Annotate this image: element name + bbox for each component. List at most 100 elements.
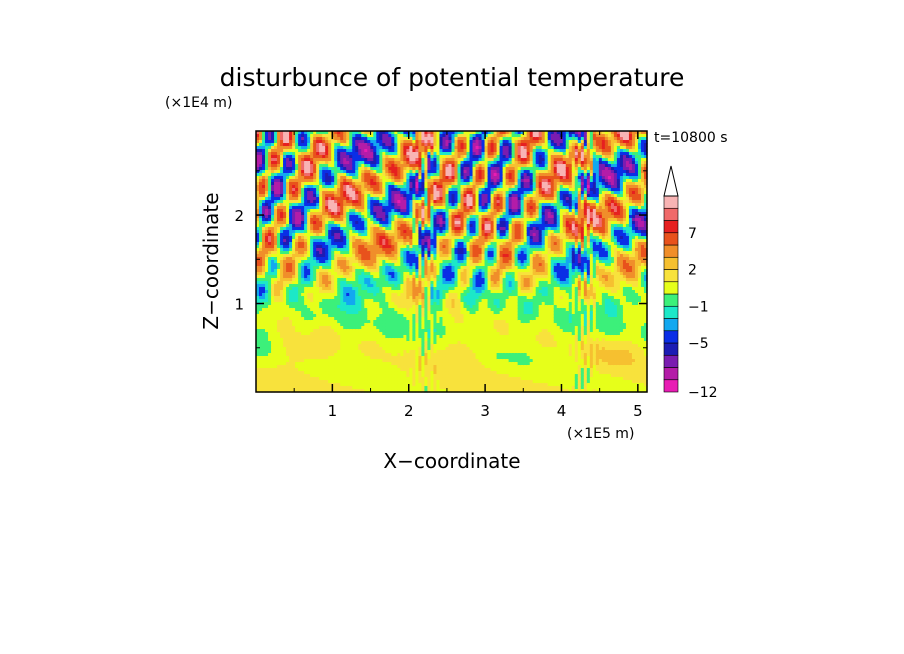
heatmap-cell bbox=[400, 314, 404, 318]
heatmap-cell bbox=[313, 272, 317, 276]
heatmap-cell bbox=[322, 224, 326, 228]
heatmap-cell bbox=[343, 257, 347, 261]
heatmap-cell bbox=[274, 182, 278, 186]
heatmap-cell bbox=[370, 335, 374, 339]
heatmap-cell bbox=[379, 260, 383, 264]
heatmap-cell bbox=[415, 188, 420, 192]
heatmap-cell bbox=[415, 293, 420, 297]
heatmap-cell bbox=[295, 155, 299, 159]
heatmap-cell bbox=[280, 332, 284, 336]
heatmap-cell bbox=[307, 362, 311, 366]
heatmap-cell bbox=[385, 155, 389, 159]
heatmap-cell bbox=[409, 182, 413, 186]
heatmap-cell bbox=[388, 140, 392, 144]
heatmap-cell bbox=[265, 296, 269, 300]
heatmap-cell bbox=[352, 323, 356, 327]
heatmap-cell bbox=[325, 368, 329, 372]
heatmap-cell bbox=[289, 242, 293, 246]
heatmap-cell bbox=[271, 227, 275, 231]
heatmap-cell bbox=[403, 155, 407, 159]
heatmap-cell bbox=[403, 140, 407, 144]
heatmap-cell bbox=[322, 332, 326, 336]
heatmap-cell bbox=[337, 347, 341, 351]
heatmap-cell bbox=[415, 377, 420, 381]
heatmap-cell bbox=[376, 284, 380, 288]
heatmap-cell bbox=[361, 221, 365, 225]
heatmap-cell bbox=[307, 182, 311, 186]
heatmap-cell bbox=[289, 329, 293, 333]
heatmap-cell bbox=[424, 278, 429, 282]
heatmap-cell bbox=[268, 137, 272, 141]
heatmap-cell bbox=[259, 374, 263, 378]
heatmap-cell bbox=[346, 206, 350, 210]
heatmap-cell bbox=[367, 284, 371, 288]
heatmap-cell bbox=[256, 263, 260, 267]
heatmap-cell bbox=[352, 161, 356, 165]
heatmap-cell bbox=[328, 311, 332, 315]
heatmap-cell bbox=[388, 257, 392, 261]
heatmap-cell bbox=[406, 344, 410, 348]
heatmap-cell bbox=[262, 254, 266, 258]
heatmap-cell bbox=[340, 323, 344, 327]
heatmap-cell bbox=[298, 257, 302, 261]
heatmap-cell bbox=[286, 380, 290, 384]
heatmap-cell bbox=[355, 242, 359, 246]
heatmap-cell bbox=[394, 305, 398, 309]
heatmap-cell bbox=[349, 176, 353, 180]
heatmap-cell bbox=[259, 251, 263, 255]
heatmap-cell bbox=[370, 302, 374, 306]
heatmap-cell bbox=[325, 158, 329, 162]
heatmap-cell bbox=[313, 221, 317, 225]
heatmap-cell bbox=[265, 200, 269, 204]
heatmap-cell bbox=[322, 131, 326, 135]
heatmap-cell bbox=[388, 281, 392, 285]
heatmap-cell bbox=[289, 272, 293, 276]
heatmap-cell bbox=[418, 320, 423, 324]
heatmap-cell bbox=[400, 182, 404, 186]
heatmap-cell bbox=[328, 149, 332, 153]
heatmap-cell bbox=[403, 254, 407, 258]
heatmap-cell bbox=[286, 344, 290, 348]
heatmap-cell bbox=[313, 281, 317, 285]
heatmap-cell bbox=[409, 185, 413, 189]
heatmap-cell bbox=[388, 311, 392, 315]
heatmap-cell bbox=[256, 269, 260, 273]
heatmap-cell bbox=[289, 302, 293, 306]
heatmap-cell bbox=[421, 362, 426, 366]
heatmap-cell bbox=[301, 227, 305, 231]
heatmap-cell bbox=[376, 260, 380, 264]
heatmap-cell bbox=[256, 149, 260, 153]
heatmap-cell bbox=[271, 278, 275, 282]
heatmap-cell bbox=[280, 275, 284, 279]
heatmap-cell bbox=[346, 197, 350, 201]
heatmap-cell bbox=[268, 284, 272, 288]
heatmap-cell bbox=[328, 197, 332, 201]
heatmap-cell bbox=[343, 365, 347, 369]
heatmap-cell bbox=[277, 299, 281, 303]
heatmap-cell bbox=[274, 233, 278, 237]
heatmap-cell bbox=[286, 221, 290, 225]
heatmap-cell bbox=[331, 203, 335, 207]
heatmap-cell bbox=[316, 290, 320, 294]
heatmap-cell bbox=[310, 179, 314, 183]
heatmap-cell bbox=[424, 212, 429, 216]
heatmap-cell bbox=[256, 239, 260, 243]
heatmap-cell bbox=[385, 260, 389, 264]
heatmap-cell bbox=[331, 179, 335, 183]
heatmap-cell bbox=[370, 377, 374, 381]
heatmap-cell bbox=[331, 347, 335, 351]
heatmap-cell bbox=[361, 281, 365, 285]
heatmap-cell bbox=[388, 290, 392, 294]
heatmap-cell bbox=[400, 281, 404, 285]
heatmap-cell bbox=[379, 302, 383, 306]
heatmap-cell bbox=[289, 134, 293, 138]
heatmap-cell bbox=[277, 329, 281, 333]
heatmap-cell bbox=[385, 293, 389, 297]
heatmap-cell bbox=[313, 335, 317, 339]
heatmap-cell bbox=[262, 389, 266, 393]
heatmap-cell bbox=[346, 347, 350, 351]
heatmap-cell bbox=[349, 257, 353, 261]
heatmap-cell bbox=[382, 359, 386, 363]
heatmap-cell bbox=[346, 329, 350, 333]
heatmap-cell bbox=[358, 212, 362, 216]
